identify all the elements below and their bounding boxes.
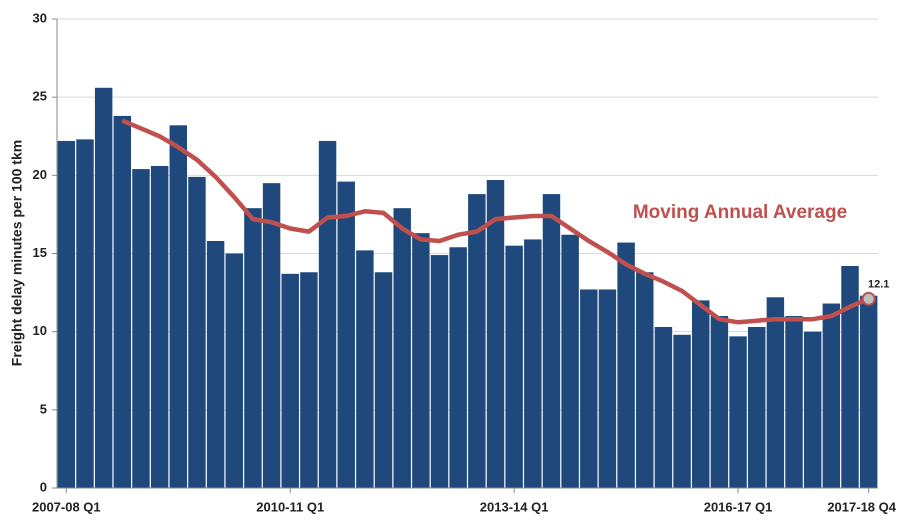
bar <box>374 272 393 488</box>
bar <box>393 208 411 488</box>
bar <box>94 87 113 488</box>
bar <box>486 180 505 489</box>
bar <box>262 183 281 488</box>
y-tick-label: 15 <box>33 245 47 260</box>
bar <box>449 247 467 488</box>
bar <box>673 334 691 488</box>
x-tick-label: 2016-17 Q1 <box>704 499 773 514</box>
bar <box>617 242 635 488</box>
bar <box>524 239 542 488</box>
bar <box>132 169 150 488</box>
bar <box>356 250 374 488</box>
bar <box>692 300 710 488</box>
x-tick-label: 2010-11 Q1 <box>256 499 324 514</box>
bar <box>150 165 169 488</box>
bar <box>803 331 822 488</box>
x-tick-label: 2013-14 Q1 <box>480 499 549 514</box>
y-axis-label: Freight delay minutes per 100 tkm <box>9 140 25 366</box>
bar <box>822 303 841 488</box>
bar <box>57 140 76 488</box>
bar <box>785 316 803 488</box>
bar <box>542 194 561 489</box>
bar <box>244 208 262 488</box>
bar <box>841 266 859 488</box>
bar <box>337 181 355 488</box>
bar <box>859 295 878 488</box>
bar <box>505 245 523 488</box>
bar <box>468 194 486 489</box>
bar <box>206 240 225 488</box>
x-tick-label: 2017-18 Q4 <box>827 499 896 514</box>
bar <box>318 140 337 488</box>
bar <box>300 272 318 488</box>
bar <box>580 289 598 488</box>
bar <box>766 297 785 488</box>
y-tick-label: 20 <box>33 167 47 182</box>
bar <box>430 255 449 488</box>
y-tick-label: 0 <box>40 479 47 494</box>
y-tick-label: 10 <box>33 323 47 338</box>
bar <box>561 234 579 488</box>
bar <box>225 253 243 488</box>
data-label: 12.1 <box>868 279 889 291</box>
end-marker <box>861 291 876 306</box>
bar <box>412 233 430 488</box>
y-tick-label: 30 <box>33 10 47 25</box>
bar <box>113 115 132 488</box>
y-tick-label: 25 <box>33 89 47 104</box>
bar <box>654 326 673 488</box>
y-tick-label: 5 <box>40 401 47 416</box>
x-tick-label: 2007-08 Q1 <box>32 499 101 514</box>
bar <box>729 336 747 488</box>
moving-average-line <box>121 118 870 325</box>
bar <box>598 289 617 488</box>
bar <box>636 272 654 488</box>
series-annotation: Moving Annual Average <box>633 202 847 223</box>
bar <box>710 316 729 488</box>
bar <box>281 273 299 488</box>
bar <box>76 139 94 489</box>
bar <box>188 176 206 488</box>
bar <box>747 326 766 488</box>
bar <box>169 125 188 488</box>
